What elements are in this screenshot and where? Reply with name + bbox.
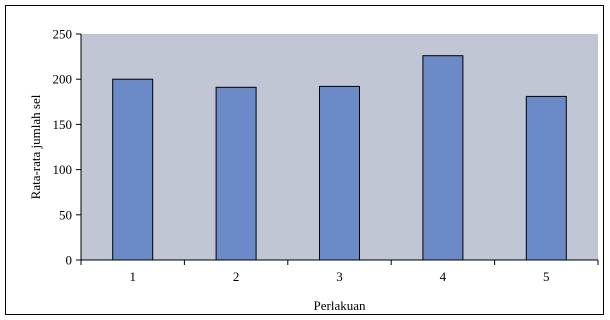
y-tick-label-250: 250 (53, 27, 73, 42)
bar-1 (112, 78, 154, 261)
x-tick-label-2: 2 (233, 269, 240, 284)
x-tick-label-5: 5 (543, 269, 550, 284)
y-tick-label-100: 100 (53, 162, 73, 177)
x-axis: 1 2 3 4 5 (80, 259, 599, 284)
x-axis-title: Perlakuan (314, 298, 366, 313)
bar-4 (422, 55, 464, 261)
y-axis: 0 50 100 150 200 250 (53, 27, 82, 268)
y-tick-label-150: 150 (53, 117, 73, 132)
bar-2 (215, 86, 257, 261)
y-axis-title: Rata-rata jumlah sel (28, 94, 43, 199)
x-tick-label-4: 4 (440, 269, 447, 284)
y-tick-label-0: 0 (66, 253, 73, 268)
x-tick-label-1: 1 (129, 269, 136, 284)
bar-5 (525, 95, 567, 261)
bars (112, 55, 567, 261)
y-tick-label-50: 50 (59, 207, 72, 222)
x-tick-label-3: 3 (336, 269, 343, 284)
bar-3 (319, 85, 360, 261)
y-tick-label-200: 200 (53, 72, 73, 87)
